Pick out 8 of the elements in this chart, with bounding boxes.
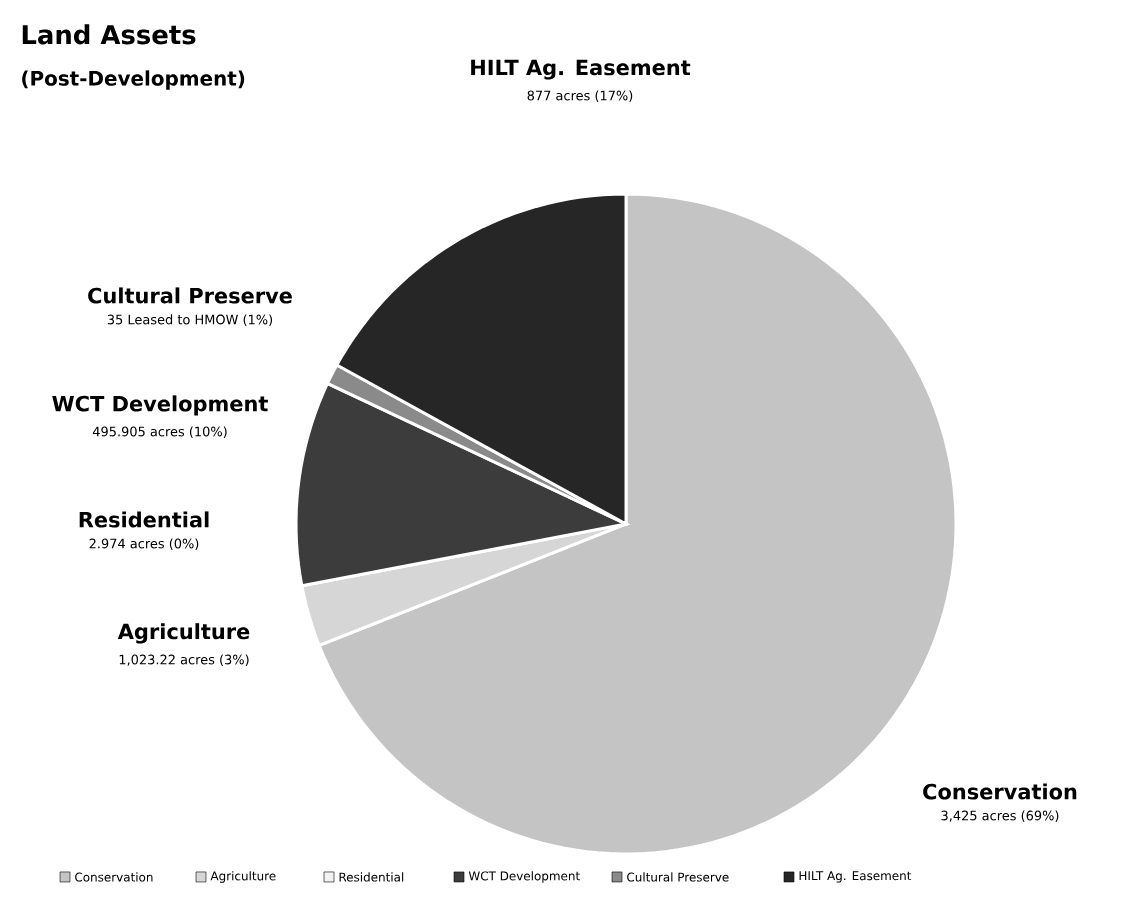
slice-label: HILT Ag. Easement: [471, 59, 691, 80]
category-label: Residential: [79, 511, 209, 528]
chart-title: Land Assets: [22, 24, 196, 45]
text: (Post-Development): [22, 70, 245, 90]
slice-label: Conservation: [923, 783, 1077, 800]
slice-label: WCT Development: [52, 395, 268, 416]
slice-label: Cultural Preserve: [88, 287, 292, 304]
slice-label: Agriculture: [117, 623, 250, 644]
